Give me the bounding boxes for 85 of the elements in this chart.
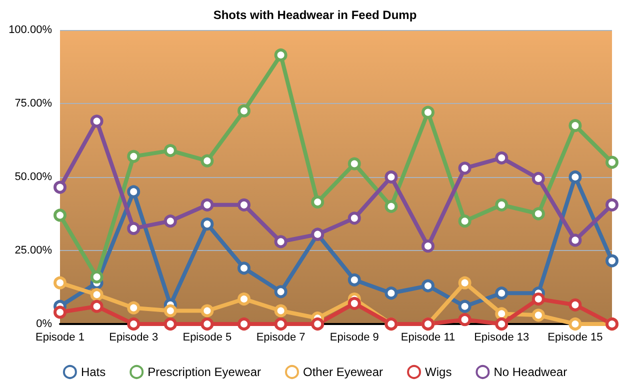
point [495, 307, 508, 320]
y-tick-label: 100.00% [8, 24, 52, 36]
y-tick-label: 0% [36, 318, 52, 330]
point [200, 198, 214, 212]
y-tick-label: 25.00% [14, 244, 52, 256]
chart-title: Shots with Headwear in Feed Dump [213, 8, 417, 22]
point [568, 298, 582, 312]
point [274, 235, 288, 248]
point [274, 304, 288, 318]
point [606, 156, 618, 169]
x-tick-label: Episode 5 [182, 332, 232, 344]
point [200, 304, 214, 318]
x-tick-label: Episode 11 [400, 332, 456, 344]
x-tick-label: Episode 9 [330, 332, 379, 344]
point [606, 198, 618, 212]
point [164, 318, 177, 330]
point [458, 276, 472, 290]
point [127, 150, 140, 163]
x-tick-label: Episode 3 [109, 332, 158, 344]
x-tick-label: Episode 1 [36, 332, 84, 344]
point [90, 300, 104, 313]
point [532, 207, 545, 220]
legend-label: Wigs [425, 365, 452, 379]
point [90, 270, 104, 284]
point [458, 313, 472, 326]
point [164, 304, 177, 318]
point [384, 286, 398, 300]
y-tick-label: 50.00% [14, 171, 52, 183]
x-tick-label: Episode 13 [474, 332, 530, 344]
point [348, 296, 361, 310]
point [495, 198, 508, 212]
point [127, 301, 140, 314]
x-tick-label: Episode 15 [548, 332, 603, 344]
point [384, 170, 398, 184]
point [90, 288, 104, 302]
point [348, 212, 361, 225]
point [458, 214, 472, 228]
point [568, 234, 582, 247]
point [200, 154, 214, 168]
point [458, 300, 472, 313]
point [127, 318, 140, 330]
legend-label: Other Eyewear [302, 365, 384, 379]
point [422, 279, 434, 292]
point [532, 292, 545, 306]
point [422, 106, 434, 119]
point [348, 157, 361, 170]
point [200, 218, 214, 231]
point [568, 170, 582, 184]
point [274, 318, 288, 330]
point [127, 185, 140, 198]
point [200, 318, 214, 330]
point [348, 273, 361, 286]
point [495, 151, 508, 164]
point [495, 318, 508, 330]
point [238, 262, 250, 275]
point [54, 276, 66, 290]
x-tick-label: Episode 7 [256, 332, 306, 344]
point [532, 308, 545, 322]
point [532, 172, 545, 185]
point [606, 254, 618, 268]
point [495, 286, 508, 300]
point [238, 318, 250, 330]
point [311, 318, 324, 330]
point [54, 180, 66, 194]
point [164, 214, 177, 228]
point [422, 240, 434, 253]
point [458, 162, 472, 175]
point [568, 119, 582, 132]
legend-label: No Headwear [494, 365, 568, 379]
point [274, 48, 288, 62]
point [384, 200, 398, 213]
point [54, 208, 66, 222]
point [238, 198, 250, 212]
legend-label: Hats [80, 365, 106, 379]
point [164, 144, 177, 158]
point [54, 306, 66, 319]
y-tick-label: 75.00% [14, 98, 52, 110]
point [90, 114, 104, 128]
legend-label: Prescription Eyewear [148, 365, 262, 379]
point [238, 104, 250, 118]
point [311, 195, 324, 208]
point [127, 222, 140, 235]
point [568, 318, 582, 330]
point [238, 292, 250, 306]
point [274, 285, 288, 298]
